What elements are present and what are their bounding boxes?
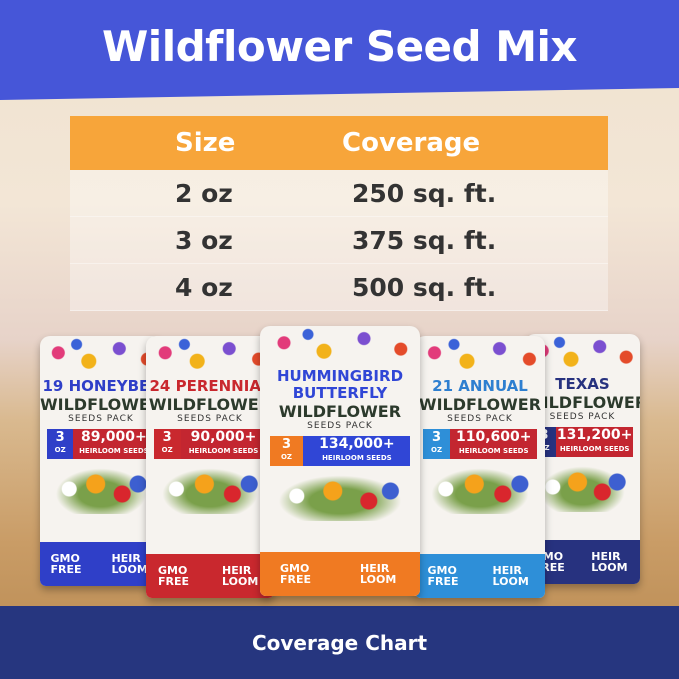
pack-name: HUMMINGBIRD <box>276 367 404 385</box>
flower-art <box>415 336 545 378</box>
seed-count-badge: 3 OZ 90,000+ HEIRLOOM SEEDS <box>153 429 267 459</box>
pack-bottom: GMO FREE HEIR LOOM <box>40 542 162 586</box>
oz-unit: OZ <box>54 446 66 454</box>
bouquet-art <box>423 464 537 514</box>
oz-value: 3 <box>432 430 442 445</box>
oz-value: 3 <box>281 437 291 452</box>
pack-seeds-label: SEEDS PACK <box>447 414 513 424</box>
heirloom-label: HEIR LOOM <box>222 564 259 588</box>
header-size: Size <box>175 128 236 158</box>
gmo-free-label: GMO FREE <box>280 562 312 586</box>
table-row: 2 oz 250 sq. ft. <box>70 170 608 217</box>
flower-art <box>40 336 162 378</box>
oz-value: 3 <box>162 430 172 445</box>
seed-pack: 24 PERENNIAL WILDFLOWER SEEDS PACK 3 OZ 9… <box>146 336 274 598</box>
seed-count-label: HEIRLOOM SEEDS <box>188 447 259 455</box>
seed-count: 89,000+ <box>80 429 147 445</box>
coverage-cell: 250 sq. ft. <box>352 178 497 208</box>
heirloom-label: HEIR LOOM <box>492 564 529 588</box>
table-row: 4 oz 500 sq. ft. <box>70 264 608 311</box>
seed-count-label: HEIRLOOM SEEDS <box>79 447 149 455</box>
table-header: Size Coverage <box>70 116 608 170</box>
seed-count-label: HEIRLOOM SEEDS <box>559 445 630 453</box>
pack-wildflower: WILDFLOWER <box>40 395 162 414</box>
size-cell: 4 oz <box>175 272 233 302</box>
seed-pack: 21 ANNUAL WILDFLOWER SEEDS PACK 3 OZ 110,… <box>415 336 545 598</box>
footer-banner: Coverage Chart <box>0 606 679 679</box>
page-title: Wildflower Seed Mix <box>101 22 578 71</box>
gmo-free-label: GMO FREE <box>158 564 190 588</box>
header-coverage: Coverage <box>342 128 481 158</box>
oz-value: 3 <box>55 430 65 445</box>
table-row: 3 oz 375 sq. ft. <box>70 217 608 264</box>
flower-art <box>146 336 274 378</box>
coverage-cell: 500 sq. ft. <box>352 272 497 302</box>
seed-pack: 19 HONEYBEE WILDFLOWER SEEDS PACK 3 OZ 89… <box>40 336 162 586</box>
heirloom-label: HEIR LOOM <box>360 562 397 586</box>
seed-count: 134,000+ <box>319 436 395 452</box>
pack-wildflower: WILDFLOWER <box>525 393 640 412</box>
pack-name-line2: BUTTERFLY <box>292 384 388 402</box>
seed-count-badge: 3OZ 131,200+HEIRLOOM SEEDS <box>531 427 634 457</box>
seed-count: 90,000+ <box>190 429 257 445</box>
bouquet-art <box>268 471 412 521</box>
footer-caption: Coverage Chart <box>251 630 428 655</box>
pack-wildflower: WILDFLOWER <box>278 402 402 421</box>
pack-name: TEXAS <box>555 375 610 393</box>
coverage-cell: 375 sq. ft. <box>352 225 497 255</box>
bouquet-art <box>154 464 266 514</box>
seed-count-label: HEIRLOOM SEEDS <box>322 454 392 462</box>
seed-pack: HUMMINGBIRD BUTTERFLY WILDFLOWER SEEDS P… <box>260 326 420 596</box>
gmo-free-label: GMO FREE <box>50 552 82 576</box>
coverage-table: Size Coverage 2 oz 250 sq. ft. 3 oz 375 sq… <box>70 116 608 311</box>
oz-unit: OZ <box>161 446 173 454</box>
flower-art <box>260 326 420 368</box>
pack-seeds-label: SEEDS PACK <box>177 414 243 424</box>
pack-seeds-label: SEEDS PACK <box>68 414 134 424</box>
oz-unit: OZ <box>280 453 292 461</box>
pack-bottom: GMO FREE HEIR LOOM <box>146 554 274 598</box>
pack-wildflower: WILDFLOWER <box>418 395 542 414</box>
bouquet-art <box>48 464 154 514</box>
seed-count-label: HEIRLOOM SEEDS <box>458 447 529 455</box>
seed-count-badge: 3 OZ 89,000+ HEIRLOOM SEEDS <box>47 429 155 459</box>
heirloom-label: HEIR LOOM <box>591 550 628 574</box>
pack-bottom: GMO FREE HEIR LOOM <box>415 554 545 598</box>
oz-unit: OZ <box>431 446 443 454</box>
seed-count: 110,600+ <box>455 429 532 445</box>
gmo-free-label: GMO FREE <box>427 564 459 588</box>
pack-name: 19 HONEYBEE <box>42 377 160 395</box>
size-cell: 2 oz <box>175 178 233 208</box>
pack-name: 24 PERENNIAL <box>149 377 271 395</box>
seed-count-badge: 3 OZ 110,600+ HEIRLOOM SEEDS <box>422 429 538 459</box>
header-banner <box>0 0 679 100</box>
pack-seeds-label: SEEDS PACK <box>549 412 616 422</box>
size-cell: 3 oz <box>175 225 233 255</box>
seed-count: 131,200+ <box>556 427 633 443</box>
gmo-free-label: GMO FREE <box>533 550 565 574</box>
pack-wildflower: WILDFLOWER <box>148 395 272 414</box>
heirloom-label: HEIR LOOM <box>111 552 148 576</box>
bouquet-art <box>533 462 632 512</box>
seed-count-badge: 3 OZ 134,000+ HEIRLOOM SEEDS <box>269 436 411 466</box>
pack-name: 21 ANNUAL <box>432 377 528 395</box>
pack-bottom: GMO FREE HEIR LOOM <box>260 552 420 596</box>
pack-seeds-label: SEEDS PACK <box>307 421 373 431</box>
